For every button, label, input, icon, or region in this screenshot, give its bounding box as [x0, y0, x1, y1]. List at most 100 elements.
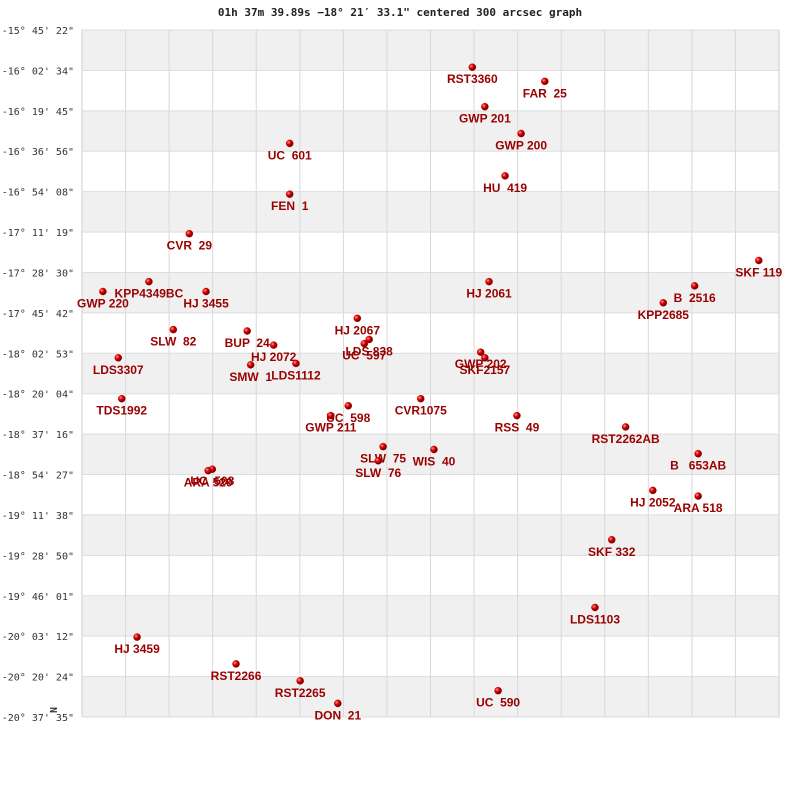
star-label: TDS1992 [96, 404, 147, 418]
star-label: UC 597 [342, 349, 386, 363]
star [607, 536, 616, 544]
star [690, 282, 699, 290]
star [117, 394, 126, 403]
star-label: HJ 3455 [183, 297, 229, 311]
star [481, 354, 489, 362]
y-tick-label: -20° 03' 12" [2, 632, 74, 643]
y-tick-label: -16° 02' 34" [2, 66, 74, 77]
star-label: FEN 1 [271, 199, 309, 213]
star-label: UC 508 [190, 474, 234, 488]
star [133, 633, 141, 641]
star [621, 423, 630, 431]
star-label: UC 590 [476, 696, 520, 710]
y-tick-label: -16° 19' 45" [2, 107, 74, 118]
star-label: ARA 520 [184, 476, 233, 490]
y-tick-label: -18° 54' 27" [2, 471, 74, 482]
north-label: N [49, 707, 60, 713]
star [114, 354, 122, 362]
star [353, 314, 362, 323]
star-label: SKF2157 [460, 363, 511, 377]
star [334, 699, 342, 708]
y-tick-label: -17° 45' 42" [2, 309, 74, 320]
star [365, 335, 373, 344]
star-label: BUP 24 [225, 336, 270, 350]
star-label: ARA 518 [674, 501, 723, 515]
star [430, 445, 438, 454]
star [344, 402, 353, 410]
star-label: HJ 3459 [114, 642, 160, 656]
star [202, 287, 210, 296]
y-tick-label: -19° 28' 50" [2, 551, 74, 562]
star-label: RSS 49 [495, 421, 540, 435]
star [296, 677, 304, 685]
star [243, 327, 251, 335]
star [269, 341, 278, 349]
star [204, 466, 212, 475]
star-label: GWP 220 [77, 297, 129, 311]
star-label: LDS 838 [345, 344, 393, 358]
star-label: LDS3307 [93, 363, 144, 377]
star [649, 486, 657, 495]
star [379, 442, 387, 451]
star-label: GWP 200 [495, 139, 547, 153]
y-tick-label: -20° 20' 24" [2, 673, 74, 684]
y-tick-label: -18° 37' 16" [2, 430, 74, 441]
star [485, 277, 493, 286]
star [292, 359, 300, 368]
star [285, 190, 294, 198]
star [285, 139, 294, 148]
star [374, 457, 382, 465]
star-label: CVR1075 [395, 404, 447, 418]
star-label: SLW 76 [355, 466, 401, 480]
star-label: GWP 202 [455, 357, 507, 371]
star-label: SLW 82 [150, 335, 196, 349]
y-tick-label: -17° 11' 19" [2, 228, 74, 239]
star [501, 172, 509, 180]
star [517, 129, 525, 138]
chart-title: 01h 37m 39.89s −18° 21′ 33.1" centered 3… [218, 6, 582, 19]
star-label: LDS1103 [570, 612, 620, 626]
star-label: UC 598 [326, 411, 370, 425]
star-label: RST2265 [275, 686, 326, 700]
star-label: SKF 332 [588, 545, 636, 559]
star-label: GWP 201 [459, 112, 511, 126]
star [360, 339, 369, 348]
y-tick-label: -15° 45' 22" [2, 26, 74, 37]
y-tick-label: -16° 36' 56" [2, 147, 74, 158]
star-label: SMW 1 [229, 370, 272, 384]
star [416, 394, 425, 403]
star [99, 287, 107, 296]
y-tick-label: -16° 54' 08" [2, 188, 74, 199]
star [327, 411, 335, 420]
y-tick-label: -19° 46' 01" [2, 592, 74, 603]
star-label: SLW 75 [360, 452, 406, 466]
star [476, 348, 485, 356]
star [232, 660, 240, 668]
star [494, 686, 502, 695]
star [694, 492, 702, 500]
star [185, 229, 194, 238]
star-label: KPP4349BC [115, 287, 184, 301]
star [481, 102, 489, 111]
star-label: HJ 2061 [466, 287, 512, 301]
y-tick-label: -18° 02' 53" [2, 349, 74, 360]
y-tick-label: -18° 20' 04" [2, 390, 74, 401]
star [659, 299, 668, 307]
star-label: CVR 29 [167, 239, 213, 253]
star [755, 256, 763, 265]
star [541, 77, 549, 86]
star [694, 449, 702, 458]
star-label: RST2266 [211, 669, 262, 683]
star-label: GWP 211 [305, 421, 356, 435]
star-label: B 2516 [674, 291, 716, 305]
star-label: FAR 25 [523, 86, 567, 100]
star [145, 277, 153, 286]
star [246, 361, 255, 369]
star-label: RST3360 [447, 72, 498, 86]
star [513, 411, 521, 420]
star-label: B 653AB [670, 459, 726, 473]
star-label: KPP2685 [638, 308, 690, 322]
star-label: UC 601 [268, 148, 312, 162]
star-label: HJ 2052 [630, 495, 676, 509]
